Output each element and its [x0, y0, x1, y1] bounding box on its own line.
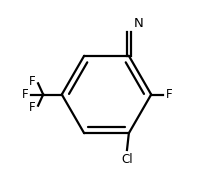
- Text: Cl: Cl: [121, 153, 133, 166]
- Text: F: F: [166, 88, 173, 101]
- Text: F: F: [29, 75, 35, 88]
- Text: F: F: [22, 88, 28, 101]
- Text: N: N: [134, 17, 143, 30]
- Text: F: F: [29, 101, 35, 114]
